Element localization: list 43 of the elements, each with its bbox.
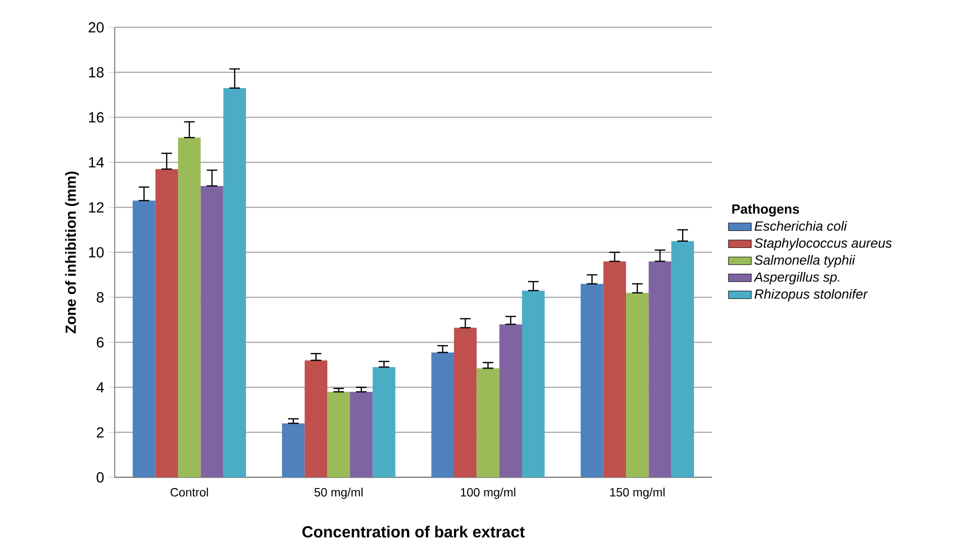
- bar: [200, 186, 224, 478]
- legend-label: Aspergillus sp.: [754, 272, 840, 284]
- bar: [671, 241, 694, 478]
- y-tick-label: 0: [96, 472, 104, 483]
- x-axis-title: Concentration of bark extract: [302, 526, 525, 538]
- bar: [580, 284, 604, 478]
- legend-title: Pathogens: [732, 204, 800, 216]
- bar: [454, 328, 477, 478]
- x-tick-label: Control: [170, 488, 208, 497]
- y-tick-label: 18: [89, 67, 104, 78]
- bar: [327, 392, 350, 478]
- bar: [350, 392, 373, 478]
- y-axis-title: Zone of inhibition (mm): [65, 172, 79, 334]
- bar: [648, 261, 672, 478]
- bar: [431, 352, 454, 478]
- legend-label: Staphylococcus aureus: [754, 238, 892, 250]
- bar: [626, 292, 649, 478]
- x-tick-label: 100 mg/ml: [460, 488, 516, 499]
- bar: [178, 138, 201, 478]
- y-tick-label: 6: [96, 337, 104, 348]
- bar: [223, 88, 246, 478]
- x-tick-label: 50 mg/ml: [314, 488, 363, 499]
- x-tick-label: 150 mg/ml: [610, 488, 665, 499]
- y-tick-label: 12: [89, 202, 104, 212]
- legend-label: Rhizopus stolonifer: [754, 288, 868, 302]
- bar: [282, 423, 305, 478]
- y-tick-label: 10: [89, 247, 104, 258]
- legend-label: Salmonella typhii: [754, 254, 856, 268]
- legend-label: Escherichia coli: [754, 221, 848, 231]
- bar: [372, 367, 396, 478]
- bar: [522, 290, 545, 478]
- y-tick-label: 16: [89, 112, 104, 123]
- bar: [304, 360, 328, 478]
- y-tick-label: 4: [96, 382, 104, 392]
- bar: [476, 368, 500, 478]
- bar: [499, 324, 522, 478]
- bar: [155, 169, 178, 478]
- y-tick-label: 2: [96, 427, 104, 438]
- bar: [132, 200, 156, 478]
- y-tick-label: 14: [89, 157, 104, 168]
- y-tick-label: 8: [96, 292, 104, 303]
- bar: [603, 261, 626, 478]
- y-tick-label: 20: [88, 22, 104, 33]
